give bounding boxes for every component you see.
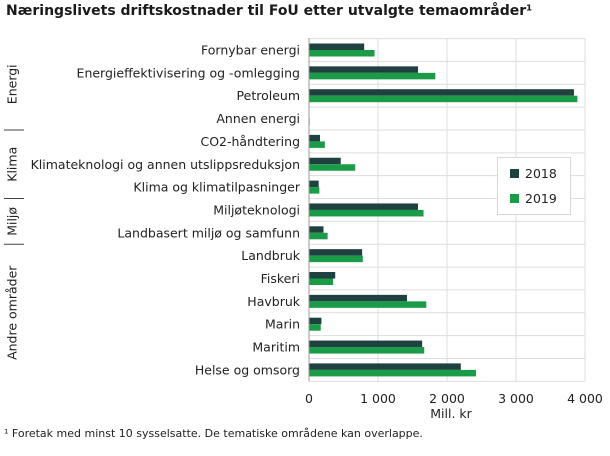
bar-2018-10 — [309, 272, 336, 279]
category-label: Annen energi — [216, 111, 300, 126]
category-label: Helse og omsorg — [195, 362, 300, 377]
legend: 2018 2019 — [497, 157, 571, 215]
legend-item-2018: 2018 — [510, 166, 557, 181]
x-tick-label: 4 000 — [567, 391, 603, 406]
bar-2018-1 — [309, 66, 419, 73]
bar-2019-8 — [309, 232, 328, 240]
legend-swatch-2018 — [510, 169, 519, 178]
category-label: Klima og klimatilpasninger — [133, 180, 300, 195]
legend-label-2018: 2018 — [525, 166, 557, 181]
x-tick-label: 1 000 — [360, 391, 396, 406]
bar-2018-12 — [309, 317, 322, 325]
bar-2018-11 — [309, 294, 407, 302]
category-label: CO2-håndtering — [200, 134, 300, 149]
bar-2018-9 — [309, 249, 363, 256]
bar-2018-0 — [309, 43, 365, 50]
category-label: Energieffektivisering og -omlegging — [77, 65, 300, 80]
bar-2018-4 — [309, 134, 321, 142]
group-label: Energi — [5, 64, 20, 104]
bar-2018-5 — [309, 157, 341, 165]
bar-2019-10 — [309, 278, 334, 285]
bar-2019-6 — [309, 187, 320, 194]
bar-2018-2 — [309, 89, 574, 96]
bar-2019-1 — [309, 72, 436, 80]
category-label: Havbruk — [247, 294, 300, 309]
legend-swatch-2019 — [510, 194, 519, 203]
x-tick-label: 0 — [305, 391, 313, 406]
x-tick-label: 2 000 — [429, 391, 465, 406]
category-label: Klimateknologi og annen utslippsreduksjo… — [31, 157, 300, 172]
bar-2018-8 — [309, 226, 324, 233]
chart-title: Næringslivets driftskostnader til FoU et… — [6, 3, 533, 19]
bar-2019-12 — [309, 324, 321, 331]
category-label: Landbasert miljø og samfunn — [117, 225, 300, 240]
bar-2019-0 — [309, 50, 375, 57]
bar-2018-6 — [309, 180, 319, 188]
x-axis-label: Mill. kr — [430, 406, 472, 421]
category-label: Fornybar energi — [201, 43, 300, 58]
bar-2019-13 — [309, 347, 425, 354]
group-label: Andre områder — [5, 265, 20, 360]
bar-2019-11 — [309, 301, 427, 308]
group-label: Klima — [5, 147, 20, 182]
category-label: Marin — [265, 317, 300, 332]
bar-2019-2 — [309, 95, 578, 103]
legend-label-2019: 2019 — [525, 191, 557, 206]
bar-2019-14 — [309, 369, 476, 377]
category-label: Miljøteknologi — [213, 202, 300, 217]
bar-2019-5 — [309, 164, 356, 171]
group-label: Miljø — [5, 207, 20, 236]
bar-2019-4 — [309, 141, 325, 148]
category-label: Maritim — [252, 340, 300, 355]
bar-2019-7 — [309, 209, 424, 217]
footnote: ¹ Foretak med minst 10 sysselsatte. De t… — [4, 427, 423, 440]
legend-item-2019: 2019 — [510, 191, 557, 206]
bar-2018-13 — [309, 340, 423, 348]
bar-2019-9 — [309, 255, 363, 263]
category-label: Fiskeri — [261, 271, 300, 286]
x-tick-label: 3 000 — [498, 391, 534, 406]
bar-2018-14 — [309, 363, 461, 370]
category-label: Landbruk — [241, 248, 300, 263]
category-label: Petroleum — [237, 88, 300, 103]
bar-2018-7 — [309, 203, 419, 210]
